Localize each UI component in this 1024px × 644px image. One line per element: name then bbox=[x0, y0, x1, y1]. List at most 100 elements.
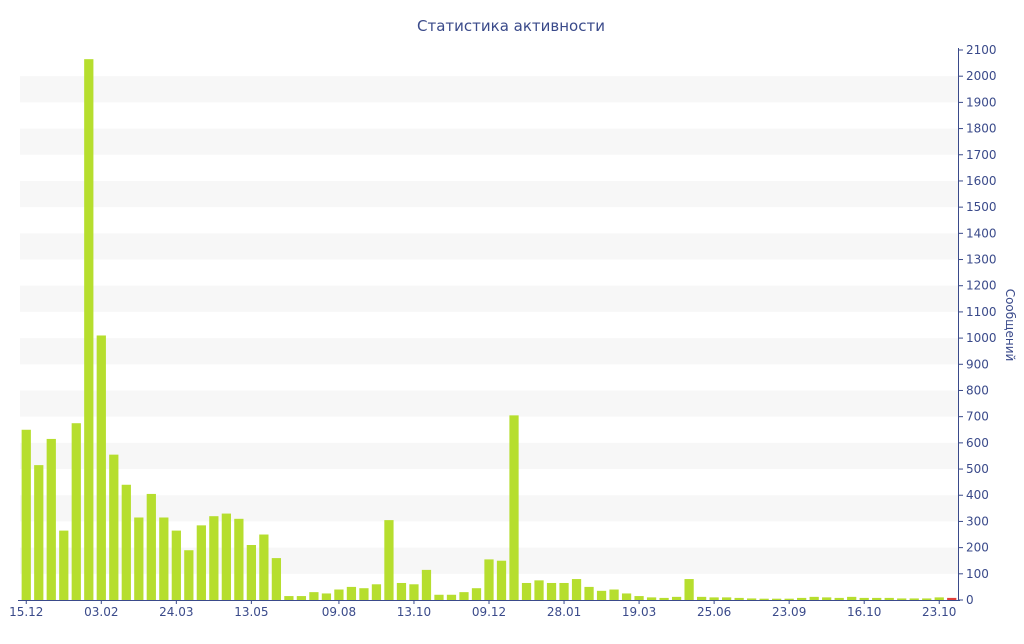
bar bbox=[59, 530, 69, 600]
bar bbox=[346, 586, 357, 600]
bar bbox=[847, 596, 857, 600]
bar bbox=[947, 597, 957, 600]
y-tick-label: 1800 bbox=[966, 122, 997, 136]
bar bbox=[671, 596, 682, 600]
bar bbox=[722, 597, 732, 600]
x-tick-label: 09.12 bbox=[472, 605, 506, 619]
bar bbox=[246, 545, 256, 600]
bar bbox=[809, 596, 819, 600]
bar bbox=[384, 520, 394, 600]
grid-band bbox=[20, 338, 958, 365]
bar bbox=[797, 597, 807, 600]
bar bbox=[184, 550, 194, 600]
bar bbox=[221, 513, 231, 600]
bar bbox=[96, 335, 106, 600]
x-tick-label: 24.03 bbox=[159, 605, 193, 619]
x-tick-label: 23.10 bbox=[922, 605, 956, 619]
bar bbox=[146, 493, 156, 600]
grid-band bbox=[20, 285, 958, 312]
bar bbox=[696, 596, 707, 600]
y-tick-label: 400 bbox=[966, 488, 989, 502]
bar bbox=[171, 530, 181, 600]
bar bbox=[284, 596, 294, 600]
bar bbox=[71, 423, 81, 600]
y-tick-label: 2100 bbox=[966, 43, 997, 57]
bar bbox=[321, 593, 332, 600]
bar bbox=[271, 558, 282, 600]
y-tick-label: 200 bbox=[966, 541, 989, 555]
grid-band bbox=[20, 128, 958, 155]
y-tick-label: 0 bbox=[966, 593, 974, 607]
bar bbox=[496, 560, 507, 600]
bar bbox=[459, 592, 469, 600]
bar bbox=[621, 593, 632, 600]
bar bbox=[934, 597, 944, 600]
y-tick-label: 1400 bbox=[966, 226, 997, 240]
x-tick-label: 16.10 bbox=[847, 605, 881, 619]
x-tick-label: 28.01 bbox=[547, 605, 581, 619]
bar bbox=[134, 517, 144, 600]
bar bbox=[772, 598, 782, 600]
axes-group: 0 100 200 300 400 500 600 700 800 900 1000 1100 1200… bbox=[9, 43, 996, 619]
y-tick-label: 1500 bbox=[966, 200, 997, 214]
bar bbox=[159, 517, 169, 600]
bar bbox=[309, 592, 319, 600]
bar bbox=[922, 598, 932, 600]
bar bbox=[709, 597, 719, 600]
bar bbox=[371, 584, 382, 600]
grid-band bbox=[20, 180, 958, 208]
y-tick-label: 600 bbox=[966, 436, 989, 450]
bar bbox=[21, 429, 31, 600]
x-tick-label: 23.09 bbox=[772, 605, 806, 619]
bars-group bbox=[21, 59, 957, 601]
y-tick-label: 1900 bbox=[966, 95, 997, 109]
grid-band bbox=[20, 442, 958, 470]
bar bbox=[897, 598, 907, 600]
y-tick-label: 2000 bbox=[966, 69, 997, 83]
bar bbox=[109, 454, 119, 600]
grid-band bbox=[20, 233, 958, 260]
bar bbox=[296, 596, 307, 600]
bar bbox=[34, 465, 44, 600]
bar bbox=[46, 438, 56, 600]
bar bbox=[334, 589, 344, 600]
y-tick-label: 1600 bbox=[966, 174, 997, 188]
grid-band bbox=[20, 495, 958, 522]
bar bbox=[121, 484, 131, 600]
x-tick-label: 19.03 bbox=[622, 605, 656, 619]
bar bbox=[509, 415, 519, 600]
bar bbox=[534, 580, 544, 600]
y-tick-label: 1100 bbox=[966, 305, 997, 319]
bar bbox=[646, 597, 657, 600]
bar bbox=[409, 584, 419, 600]
y-tick-label: 1000 bbox=[966, 331, 997, 345]
bar bbox=[471, 588, 482, 600]
bar bbox=[822, 597, 832, 600]
bar bbox=[747, 598, 757, 600]
y-tick-label: 1700 bbox=[966, 148, 997, 162]
bar bbox=[209, 516, 219, 600]
bar bbox=[884, 597, 894, 600]
bar bbox=[784, 598, 794, 600]
bar bbox=[596, 590, 607, 600]
bar bbox=[446, 594, 457, 600]
x-tick-label: 13.10 bbox=[397, 605, 431, 619]
bar bbox=[684, 579, 694, 600]
x-tick-label: 13.05 bbox=[234, 605, 268, 619]
y-tick-label: 1200 bbox=[966, 279, 997, 293]
x-tick-label: 09.08 bbox=[322, 605, 356, 619]
bar bbox=[84, 59, 94, 601]
y-tick-label: 300 bbox=[966, 514, 989, 528]
grid-band bbox=[20, 390, 958, 417]
bar bbox=[434, 594, 444, 600]
bar bbox=[259, 534, 269, 600]
y-tick-label: 800 bbox=[966, 383, 989, 397]
bar bbox=[834, 597, 844, 600]
bar bbox=[872, 597, 882, 600]
bar bbox=[359, 588, 369, 600]
y-tick-label: 500 bbox=[966, 462, 989, 476]
bar bbox=[859, 597, 869, 600]
grid-bands bbox=[20, 76, 958, 574]
